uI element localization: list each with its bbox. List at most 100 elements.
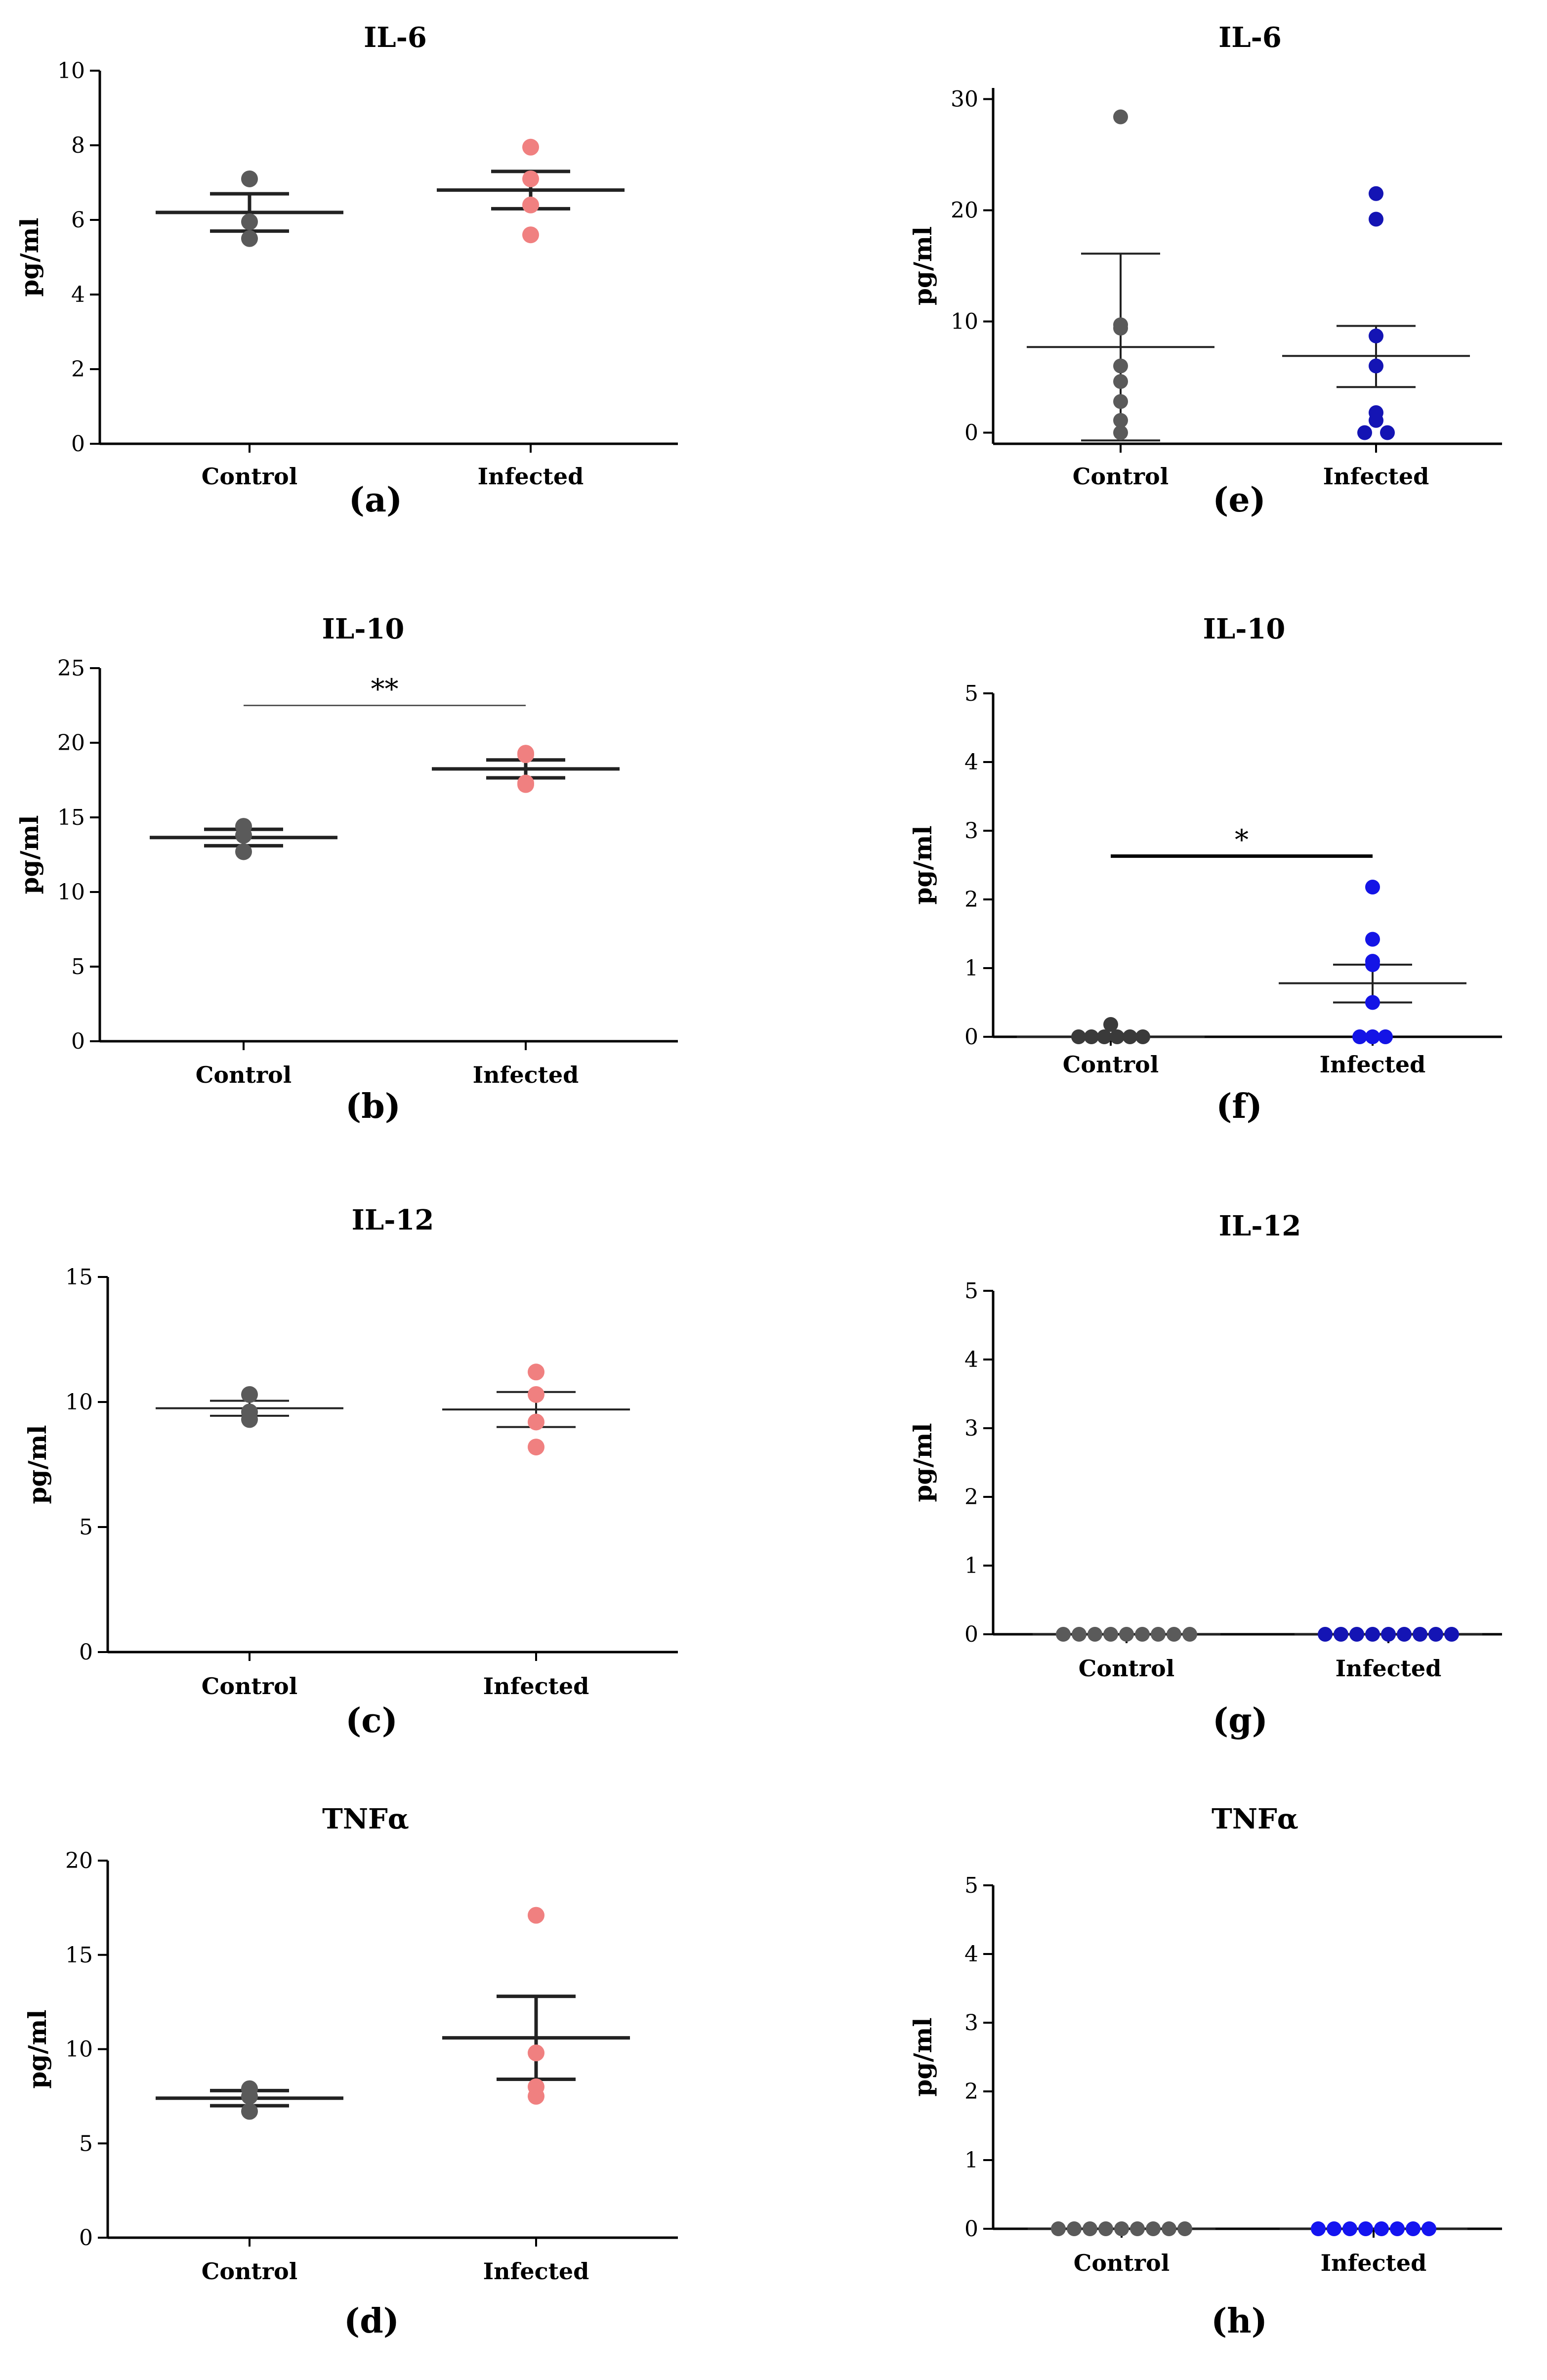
panel-label: (d) — [344, 2301, 399, 2341]
data-point — [1098, 2221, 1113, 2236]
y-axis-label: pg/ml — [908, 226, 937, 305]
x-tick-label: Control — [202, 2258, 297, 2285]
data-point — [241, 1386, 258, 1403]
y-tick-label: 0 — [964, 1622, 978, 1647]
y-tick-label: 0 — [79, 2225, 93, 2251]
y-tick-label: 3 — [964, 1416, 978, 1441]
data-point — [1327, 2221, 1341, 2236]
y-tick-label: 2 — [964, 2079, 978, 2104]
data-point — [1151, 1627, 1166, 1642]
y-tick-label: 0 — [71, 431, 85, 457]
data-point — [1087, 1627, 1102, 1642]
x-tick-label: Infected — [483, 1673, 589, 1700]
x-tick-label: Infected — [478, 463, 584, 490]
data-point — [241, 213, 258, 230]
significance-label: ** — [371, 674, 399, 706]
data-point — [1146, 2221, 1161, 2236]
y-tick-label: 1 — [964, 1553, 978, 1578]
y-tick-label: 0 — [79, 1640, 93, 1665]
x-tick-label: Infected — [483, 2258, 589, 2285]
x-tick-label: Control — [196, 1062, 292, 1088]
x-tick-label: Control — [1079, 1655, 1174, 1682]
panel-label: (h) — [1211, 2301, 1267, 2341]
data-point — [1182, 1627, 1197, 1642]
x-tick-label: Infected — [1320, 1051, 1426, 1078]
y-tick-label: 5 — [964, 1278, 978, 1304]
data-point — [1110, 1029, 1125, 1044]
y-tick-label: 5 — [71, 954, 85, 979]
y-axis-label: pg/ml — [908, 2017, 937, 2096]
y-tick-label: 10 — [65, 2037, 93, 2062]
data-point — [1365, 995, 1380, 1010]
y-tick-label: 4 — [964, 1347, 978, 1372]
chart-title: IL-10 — [1203, 613, 1286, 645]
data-point — [1072, 1627, 1087, 1642]
y-tick-label: 20 — [57, 730, 85, 756]
data-point — [1358, 2221, 1373, 2236]
data-point — [1349, 1627, 1364, 1642]
panel-label: (b) — [345, 1087, 401, 1126]
data-point — [517, 745, 534, 762]
data-point — [1374, 2221, 1389, 2236]
panel-label: (a) — [349, 480, 402, 520]
data-point — [1318, 1627, 1333, 1642]
data-point — [1365, 1029, 1380, 1044]
data-point — [241, 170, 258, 187]
data-point — [1071, 1029, 1086, 1044]
y-tick-label: 15 — [57, 805, 85, 830]
y-tick-label: 8 — [71, 133, 85, 158]
y-axis-label: pg/ml — [15, 815, 44, 894]
data-point — [517, 774, 534, 792]
data-point — [1119, 1627, 1134, 1642]
y-tick-label: 25 — [57, 656, 85, 681]
data-point — [1135, 1029, 1150, 1044]
data-point — [1352, 1029, 1367, 1044]
chart-title: IL-6 — [1218, 21, 1282, 54]
data-point — [528, 1413, 544, 1431]
chart-title: IL-12 — [1219, 1210, 1301, 1242]
data-point — [1167, 1627, 1181, 1642]
y-tick-label: 0 — [964, 421, 978, 446]
data-point — [1113, 358, 1128, 374]
data-point — [528, 1363, 544, 1381]
y-tick-label: 0 — [964, 1024, 978, 1050]
data-point — [528, 1439, 544, 1456]
y-tick-label: 10 — [57, 58, 85, 84]
y-tick-label: 5 — [79, 1515, 93, 1540]
data-point — [1381, 1627, 1396, 1642]
data-point — [235, 843, 252, 860]
y-tick-label: 0 — [71, 1029, 85, 1054]
data-point — [1365, 932, 1380, 947]
y-axis-label: pg/ml — [23, 2009, 52, 2088]
y-axis-label: pg/ml — [23, 1425, 52, 1504]
x-tick-label: Control — [202, 1673, 297, 1700]
y-tick-label: 3 — [964, 2010, 978, 2036]
data-point — [1444, 1627, 1459, 1642]
x-tick-label: Control — [1073, 463, 1169, 490]
data-point — [522, 226, 539, 244]
y-tick-label: 1 — [964, 956, 978, 981]
panel-h: TNFα 0 1 2 3 4 5 pg/ml Control Infected (h) — [908, 1803, 1502, 2341]
data-point — [1084, 1029, 1099, 1044]
data-point — [1051, 2221, 1066, 2236]
data-point — [1365, 879, 1380, 894]
significance-label: * — [1235, 824, 1249, 856]
data-point — [1342, 2221, 1357, 2236]
y-tick-label: 5 — [964, 681, 978, 706]
data-point — [1390, 2221, 1405, 2236]
chart-title: IL-6 — [364, 21, 427, 54]
y-tick-label: 4 — [71, 282, 85, 307]
chart-title: IL-10 — [322, 613, 405, 645]
data-point — [1357, 425, 1372, 440]
data-point — [241, 230, 258, 247]
data-point — [1369, 328, 1383, 343]
data-point — [241, 2103, 258, 2120]
data-point — [241, 2080, 258, 2097]
panel-label: (c) — [345, 1701, 398, 1741]
y-axis-label: pg/ml — [15, 217, 44, 297]
data-point — [1083, 2221, 1097, 2236]
data-point — [1103, 1627, 1118, 1642]
chart-title: TNFα — [1212, 1803, 1298, 1835]
